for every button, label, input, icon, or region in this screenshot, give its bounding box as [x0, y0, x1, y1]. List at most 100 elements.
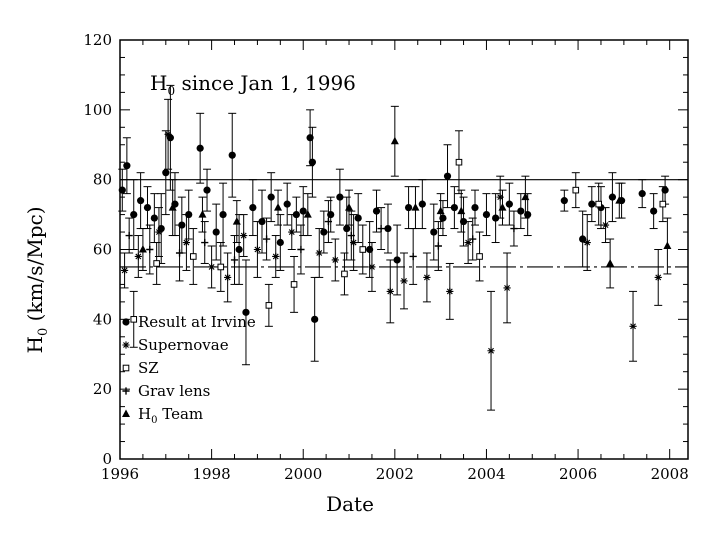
point-marker: [232, 217, 241, 225]
data-point: [601, 207, 610, 244]
point-marker: [654, 273, 662, 282]
data-point: [274, 189, 283, 226]
data-point: [232, 200, 241, 244]
point-marker: [560, 197, 568, 205]
data-point: [152, 242, 161, 285]
legend-marker: [122, 341, 130, 349]
y-axis-subscript: 0: [36, 328, 51, 336]
point-marker: [650, 207, 658, 215]
point-marker: [450, 204, 458, 212]
point-marker: [265, 302, 273, 309]
y-tick-label: 40: [93, 310, 112, 328]
point-marker: [258, 217, 266, 226]
data-point: [661, 175, 670, 205]
data-point: [583, 214, 592, 271]
point-marker: [572, 186, 580, 194]
data-point: [303, 193, 312, 237]
point-marker: [368, 263, 376, 271]
data-point: [496, 175, 505, 219]
point-marker: [120, 266, 129, 275]
data-point: [145, 224, 154, 275]
point-marker: [303, 210, 312, 218]
data-point: [450, 186, 459, 230]
point-marker: [638, 190, 646, 198]
plot-content: [118, 84, 688, 411]
data-point: [383, 203, 392, 254]
data-point: [150, 193, 159, 244]
legend-label: Grav lens: [138, 382, 210, 400]
point-marker: [423, 273, 431, 282]
point-marker: [242, 308, 250, 316]
x-tick-label: 2000: [284, 465, 322, 483]
data-point: [349, 214, 358, 271]
data-point: [658, 186, 667, 223]
data-point: [223, 252, 232, 303]
data-point: [422, 252, 431, 303]
data-point: [306, 109, 315, 167]
legend-label: Result at Irvine: [138, 313, 256, 331]
point-marker: [299, 207, 307, 215]
data-point: [454, 130, 463, 195]
point-marker: [138, 245, 147, 253]
legend-label: H0 Team: [138, 405, 203, 426]
data-point: [271, 235, 280, 278]
x-tick-label: 2006: [559, 465, 597, 483]
point-marker: [608, 193, 617, 201]
legend-item: Result at Irvine: [122, 313, 256, 331]
data-point: [138, 228, 147, 271]
point-marker: [228, 151, 236, 159]
data-point: [436, 193, 445, 230]
data-point: [267, 172, 276, 223]
point-marker: [455, 158, 463, 166]
data-point: [475, 231, 484, 282]
y-tick-label: 80: [93, 171, 112, 189]
point-marker: [498, 203, 507, 211]
point-marker: [217, 263, 225, 271]
point-marker: [503, 284, 511, 292]
data-point: [663, 217, 672, 275]
data-point: [125, 217, 134, 254]
data-point: [136, 172, 145, 230]
point-marker: [430, 228, 438, 236]
point-marker: [249, 204, 257, 212]
data-point: [248, 179, 257, 237]
y-tick-label: 0: [102, 450, 112, 468]
data-point: [411, 186, 420, 230]
point-marker: [150, 214, 158, 222]
y-tick-label: 60: [93, 241, 112, 259]
point-marker: [359, 246, 367, 253]
data-point: [571, 172, 580, 209]
data-point: [324, 200, 333, 244]
data-point: [578, 210, 587, 268]
point-marker: [240, 231, 248, 240]
title-subscript: 0: [167, 84, 175, 98]
point-marker: [137, 197, 145, 205]
series-triangle: [138, 105, 672, 289]
point-marker: [471, 204, 479, 212]
point-marker: [496, 193, 504, 201]
series-star: [120, 98, 663, 411]
data-point: [482, 193, 491, 237]
point-marker: [347, 231, 355, 240]
data-point: [521, 175, 530, 219]
point-marker: [162, 169, 170, 177]
data-point: [654, 249, 663, 306]
data-point: [315, 228, 324, 278]
data-point: [239, 214, 248, 257]
point-marker: [276, 238, 284, 247]
point-marker: [492, 214, 500, 222]
point-marker: [436, 206, 445, 215]
point-marker: [203, 186, 211, 194]
data-point: [608, 172, 617, 223]
data-point: [560, 189, 569, 212]
data-point: [587, 186, 596, 223]
data-point: [219, 182, 228, 247]
point-marker: [230, 256, 239, 264]
data-point: [287, 214, 296, 250]
data-point: [503, 252, 512, 324]
data-point: [290, 255, 299, 313]
legend-marker: [122, 364, 130, 372]
point-marker: [411, 203, 420, 211]
point-marker: [663, 241, 672, 250]
